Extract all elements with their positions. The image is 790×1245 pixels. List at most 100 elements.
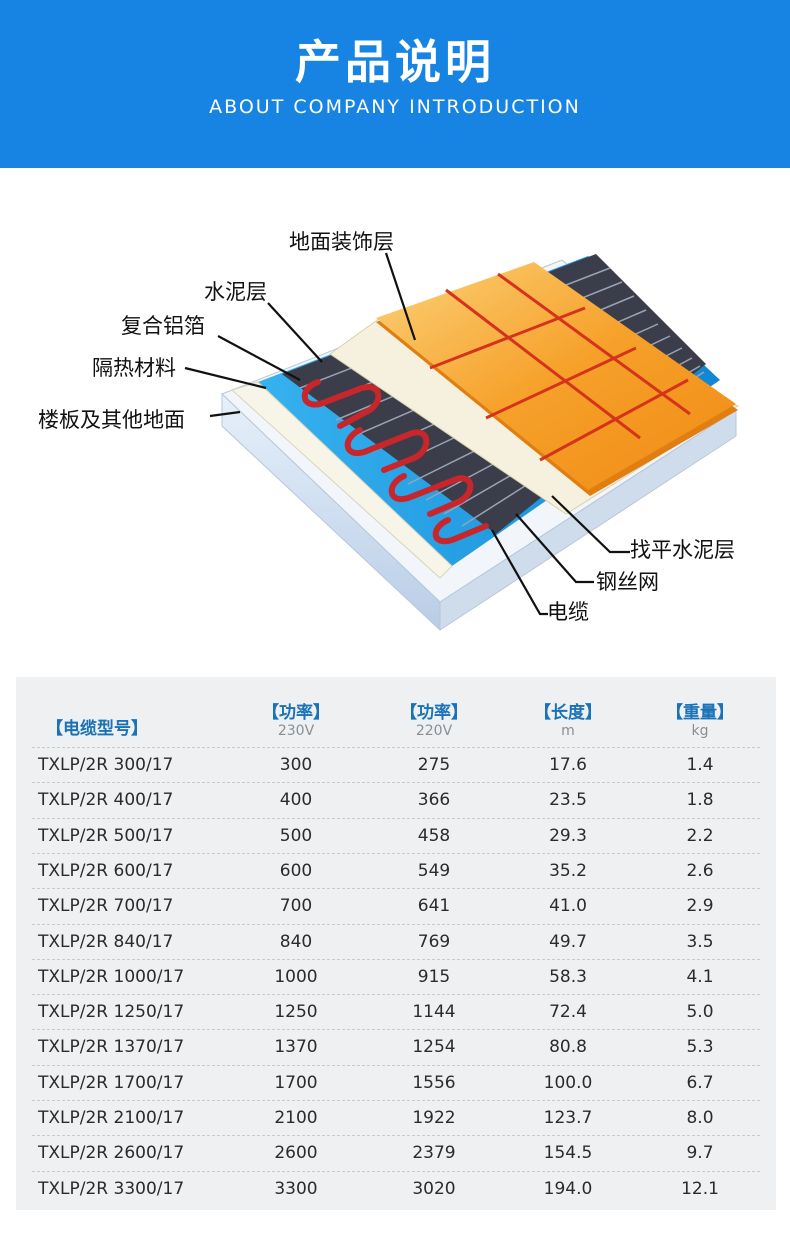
label-floor-slab: 楼板及其他地面 [38, 408, 185, 432]
table-row: TXLP/2R 2600/17 2600 2379 154.5 9.7 [32, 1135, 760, 1170]
header-weight: 【重量】 kg [666, 703, 734, 739]
cell-power-230v: 600 [279, 860, 313, 881]
cell-weight: 1.4 [686, 755, 714, 775]
cell-power-230v: 840 [279, 931, 313, 952]
label-cement-layer: 水泥层 [204, 280, 267, 304]
cell-model: TXLP/2R 1250/17 [38, 1002, 185, 1023]
cell-model: TXLP/2R 1000/17 [38, 966, 185, 987]
cell-power-220v: 366 [417, 790, 451, 811]
cell-power-220v: 915 [417, 966, 451, 987]
layer-illustration [184, 252, 740, 632]
cell-length: 100.0 [543, 1072, 593, 1093]
cell-model: TXLP/2R 600/17 [38, 860, 174, 881]
cell-model: TXLP/2R 1370/17 [38, 1037, 185, 1058]
cell-model: TXLP/2R 400/17 [38, 790, 174, 811]
cell-length: 41.0 [549, 896, 587, 917]
label-leveling-cement: 找平水泥层 [630, 538, 735, 562]
heating-cable [301, 379, 489, 545]
cell-weight: 5.3 [686, 1037, 714, 1058]
cell-power-230v: 1250 [274, 1002, 318, 1023]
cell-length: 194.0 [543, 1178, 593, 1199]
cell-power-220v: 1144 [412, 1002, 456, 1023]
cell-power-220v: 769 [417, 931, 451, 952]
cell-model: TXLP/2R 1700/17 [38, 1072, 185, 1093]
cell-power-230v: 2100 [274, 1108, 318, 1128]
cell-weight: 2.9 [686, 896, 714, 917]
table-row: TXLP/2R 1250/17 1250 1144 72.4 5.0 [32, 994, 760, 1029]
cell-weight: 5.0 [686, 1002, 714, 1023]
table-row: TXLP/2R 700/17 700 641 41.0 2.9 [32, 888, 760, 923]
header-power-230v: 【功率】 230V [262, 703, 330, 739]
label-aluminum-foil: 复合铝箔 [121, 314, 205, 338]
cell-model: TXLP/2R 700/17 [38, 896, 174, 917]
table-row: TXLP/2R 600/17 600 549 35.2 2.6 [32, 852, 760, 888]
cell-model: TXLP/2R 500/17 [38, 825, 174, 846]
table-row: TXLP/2R 2100/17 2100 1922 123.7 8.0 [32, 1100, 760, 1135]
cell-weight: 9.7 [686, 1143, 714, 1164]
table-row: TXLP/2R 3300/17 3300 3020 194.0 12.1 [32, 1170, 760, 1206]
label-insulation: 隔热材料 [92, 356, 176, 380]
cell-length: 72.4 [549, 1002, 587, 1023]
table-row: TXLP/2R 1700/17 1700 1556 100.0 6.7 [32, 1064, 760, 1100]
cell-weight: 12.1 [681, 1178, 719, 1199]
cell-power-220v: 641 [417, 896, 451, 917]
page-subtitle: ABOUT COMPANY INTRODUCTION [209, 96, 581, 118]
cell-length: 80.8 [549, 1037, 587, 1058]
cell-power-230v: 1000 [274, 966, 318, 987]
cell-model: TXLP/2R 300/17 [38, 755, 174, 775]
cell-model: TXLP/2R 2600/17 [38, 1143, 185, 1164]
cell-power-220v: 3020 [412, 1178, 456, 1199]
cell-power-220v: 1254 [412, 1037, 456, 1058]
cell-power-230v: 400 [279, 790, 313, 811]
cell-model: TXLP/2R 840/17 [38, 931, 174, 952]
leader-lines [184, 252, 630, 616]
cell-weight: 2.2 [686, 825, 714, 846]
floor-finish-layer [376, 262, 738, 496]
cell-model: TXLP/2R 2100/17 [38, 1108, 185, 1128]
cell-power-230v: 700 [279, 896, 313, 917]
cell-power-220v: 2379 [412, 1143, 456, 1164]
table-row: TXLP/2R 400/17 400 366 23.5 1.8 [32, 782, 760, 817]
floor-heating-diagram: 地面装饰层 水泥层 复合铝箔 隔热材料 楼板及其他地面 找平水泥层 钢丝网 电缆 [0, 168, 790, 660]
label-cable: 电缆 [547, 600, 589, 624]
cell-power-230v: 500 [279, 825, 313, 846]
table-row: TXLP/2R 1370/17 1370 1254 80.8 5.3 [32, 1029, 760, 1064]
cell-power-220v: 1922 [412, 1108, 456, 1128]
cell-length: 123.7 [543, 1108, 593, 1128]
cell-weight: 4.1 [686, 966, 714, 987]
label-floor-finish: 地面装饰层 [289, 230, 394, 254]
header-cable-model: 【电缆型号】 [46, 719, 148, 739]
cell-power-220v: 458 [417, 825, 451, 846]
table-row: TXLP/2R 1000/17 1000 915 58.3 4.1 [32, 958, 760, 994]
cell-length: 49.7 [549, 931, 587, 952]
cell-length: 154.5 [543, 1143, 593, 1164]
cell-weight: 2.6 [686, 860, 714, 881]
spec-table: 【电缆型号】 【功率】 230V 【功率】 220V 【长度】 m 【重量】 k… [16, 677, 776, 1210]
table-row: TXLP/2R 300/17 300 275 17.6 1.4 [32, 747, 760, 782]
table-header: 【电缆型号】 【功率】 230V 【功率】 220V 【长度】 m 【重量】 k… [16, 677, 776, 747]
cell-length: 17.6 [549, 755, 587, 775]
cell-weight: 1.8 [686, 790, 714, 811]
cell-weight: 3.5 [686, 931, 714, 952]
label-steel-mesh: 钢丝网 [596, 570, 659, 594]
header-length: 【长度】 m [534, 703, 602, 739]
cell-model: TXLP/2R 3300/17 [38, 1178, 185, 1199]
cell-power-220v: 549 [417, 860, 451, 881]
cell-power-230v: 1700 [274, 1072, 318, 1093]
cell-power-230v: 3300 [274, 1178, 318, 1199]
cell-length: 58.3 [549, 966, 587, 987]
cell-length: 35.2 [549, 860, 587, 881]
cell-power-220v: 1556 [412, 1072, 456, 1093]
table-row: TXLP/2R 840/17 840 769 49.7 3.5 [32, 923, 760, 959]
page-title: 产品说明 [295, 35, 495, 89]
header-banner: 产品说明 ABOUT COMPANY INTRODUCTION [0, 0, 790, 168]
cell-power-230v: 300 [279, 755, 313, 775]
cell-length: 23.5 [549, 790, 587, 811]
cell-power-230v: 1370 [274, 1037, 318, 1058]
cell-weight: 8.0 [686, 1108, 714, 1128]
cell-power-220v: 275 [417, 755, 451, 775]
table-row: TXLP/2R 500/17 500 458 29.3 2.2 [32, 817, 760, 853]
cell-power-230v: 2600 [274, 1143, 318, 1164]
header-power-220v: 【功率】 220V [400, 703, 468, 739]
cell-weight: 6.7 [686, 1072, 714, 1093]
